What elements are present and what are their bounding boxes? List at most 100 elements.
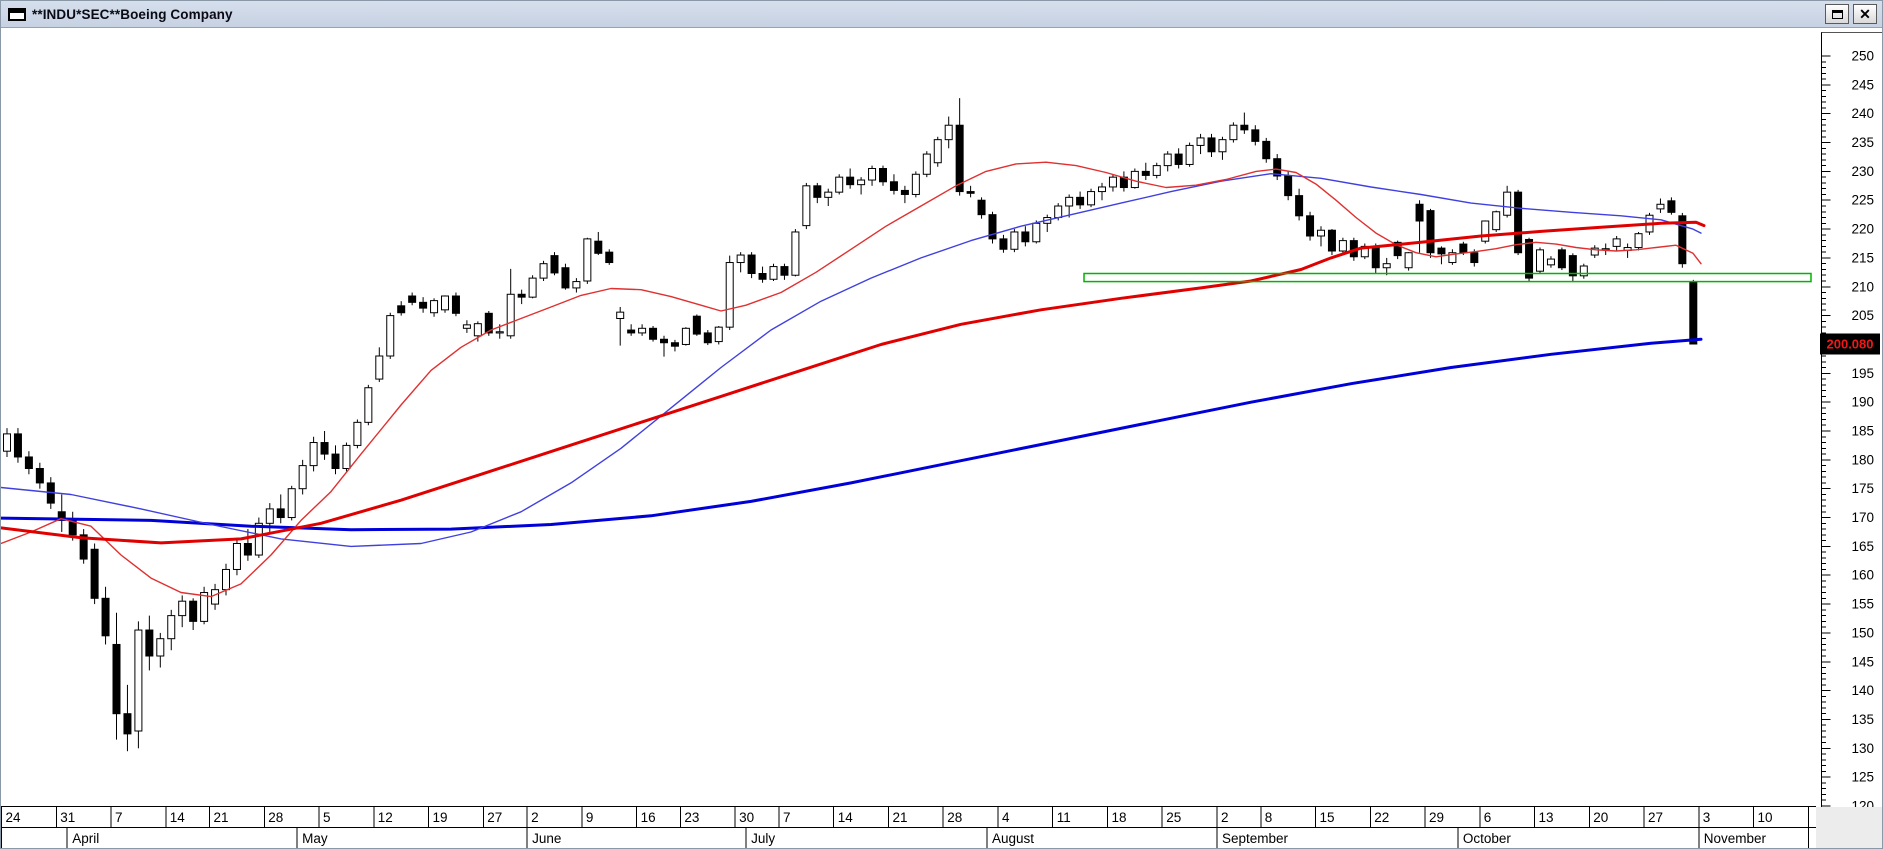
candle-up bbox=[911, 173, 920, 195]
candle-up bbox=[736, 254, 745, 264]
window-icon bbox=[8, 7, 26, 21]
week-label: 7 bbox=[783, 810, 791, 825]
candle-up bbox=[1404, 252, 1413, 269]
week-label: 3 bbox=[1703, 810, 1711, 825]
week-label: 7 bbox=[115, 810, 123, 825]
week-label: 12 bbox=[378, 810, 393, 825]
candle-down bbox=[660, 338, 668, 344]
candle-up bbox=[178, 600, 187, 617]
candle-down bbox=[1141, 170, 1150, 176]
price-tick-label: 130 bbox=[1851, 741, 1874, 756]
candle-up bbox=[495, 331, 504, 334]
candle-down bbox=[955, 124, 964, 193]
week-label: 25 bbox=[1166, 810, 1181, 825]
candle-up bbox=[364, 387, 373, 423]
candle-up bbox=[1546, 258, 1555, 266]
candle-down bbox=[670, 342, 679, 347]
price-tick-label: 240 bbox=[1851, 106, 1874, 121]
candle-down bbox=[243, 543, 252, 556]
price-tick-label: 195 bbox=[1851, 366, 1874, 381]
candle-up bbox=[1087, 191, 1096, 206]
candle-down bbox=[703, 332, 712, 344]
candle-down bbox=[24, 456, 33, 470]
candle-down bbox=[101, 597, 110, 637]
candle-down bbox=[1251, 129, 1260, 142]
candle-down bbox=[879, 168, 887, 183]
candle-down bbox=[145, 629, 154, 657]
candle-up bbox=[309, 442, 318, 467]
candle-up bbox=[1152, 165, 1161, 176]
candle-up bbox=[1612, 238, 1621, 247]
maximize-button[interactable] bbox=[1825, 4, 1849, 24]
price-tick-label: 135 bbox=[1851, 712, 1874, 727]
support-box[interactable] bbox=[1083, 272, 1812, 283]
candle-up bbox=[1492, 211, 1501, 231]
candle-up bbox=[769, 266, 778, 280]
candle-down bbox=[90, 548, 99, 599]
candle-down bbox=[484, 312, 493, 334]
week-label: 14 bbox=[170, 810, 186, 825]
candle-down bbox=[1470, 252, 1479, 264]
candle-up bbox=[539, 263, 548, 279]
price-tick-label: 215 bbox=[1851, 250, 1874, 265]
price-tick-label: 205 bbox=[1851, 308, 1874, 323]
candle-down bbox=[846, 176, 855, 186]
candle-up bbox=[1163, 153, 1172, 167]
price-tick-label: 145 bbox=[1851, 654, 1874, 669]
candle-up bbox=[287, 488, 296, 519]
price-tick-label: 235 bbox=[1851, 135, 1874, 150]
candle-up bbox=[583, 238, 592, 282]
candle-down bbox=[320, 442, 329, 455]
candle-down bbox=[1557, 249, 1566, 269]
candle-down bbox=[780, 266, 789, 276]
candle-up bbox=[824, 191, 833, 198]
week-label: 28 bbox=[947, 810, 962, 825]
candle-up bbox=[1185, 144, 1194, 165]
price-tick-label: 160 bbox=[1851, 568, 1874, 583]
price-tick-label: 150 bbox=[1851, 625, 1874, 640]
month-label: May bbox=[302, 831, 328, 846]
week-label: 30 bbox=[739, 810, 754, 825]
week-label: 10 bbox=[1758, 810, 1773, 825]
candle-down bbox=[451, 295, 460, 314]
candle-up bbox=[1218, 139, 1227, 153]
candle-down bbox=[594, 240, 603, 254]
candle-up bbox=[134, 629, 143, 732]
candle-down bbox=[561, 267, 570, 289]
price-tick-label: 170 bbox=[1851, 510, 1874, 525]
candle-up bbox=[232, 543, 241, 570]
week-label: 11 bbox=[1057, 810, 1071, 825]
svg-text:200.080: 200.080 bbox=[1827, 337, 1874, 352]
price-axis: 2502452402352302252202152102052001951901… bbox=[1821, 32, 1882, 814]
month-label: August bbox=[992, 831, 1034, 846]
maximize-icon bbox=[1831, 9, 1843, 19]
candle-down bbox=[1076, 196, 1085, 206]
candle-down bbox=[112, 643, 121, 715]
candle-up bbox=[868, 168, 877, 181]
candle-up bbox=[1108, 176, 1117, 188]
candle-up bbox=[386, 315, 395, 357]
title-bar[interactable]: **INDU*SEC**Boeing Company ✕ bbox=[1, 1, 1882, 28]
candle-up bbox=[933, 139, 942, 164]
candle-up bbox=[616, 311, 625, 319]
price-tick-label: 125 bbox=[1851, 770, 1874, 785]
candle-down bbox=[889, 181, 898, 191]
candle-down bbox=[79, 534, 88, 560]
candle-up bbox=[944, 124, 953, 141]
candle-down bbox=[692, 315, 701, 335]
close-button[interactable]: ✕ bbox=[1853, 4, 1877, 24]
axis-corner bbox=[1816, 807, 1882, 848]
candle-down bbox=[1667, 200, 1676, 213]
candle-down bbox=[1327, 229, 1336, 252]
candle-up bbox=[200, 592, 209, 622]
candle-up bbox=[835, 176, 844, 193]
week-label: 27 bbox=[487, 810, 502, 825]
week-label: 20 bbox=[1593, 810, 1608, 825]
candle-down bbox=[517, 293, 526, 298]
candle-up bbox=[1536, 249, 1544, 272]
price-tick-label: 165 bbox=[1851, 539, 1874, 554]
candle-up bbox=[1579, 265, 1588, 277]
candle-down bbox=[1240, 124, 1249, 131]
candle-up bbox=[1054, 205, 1063, 219]
